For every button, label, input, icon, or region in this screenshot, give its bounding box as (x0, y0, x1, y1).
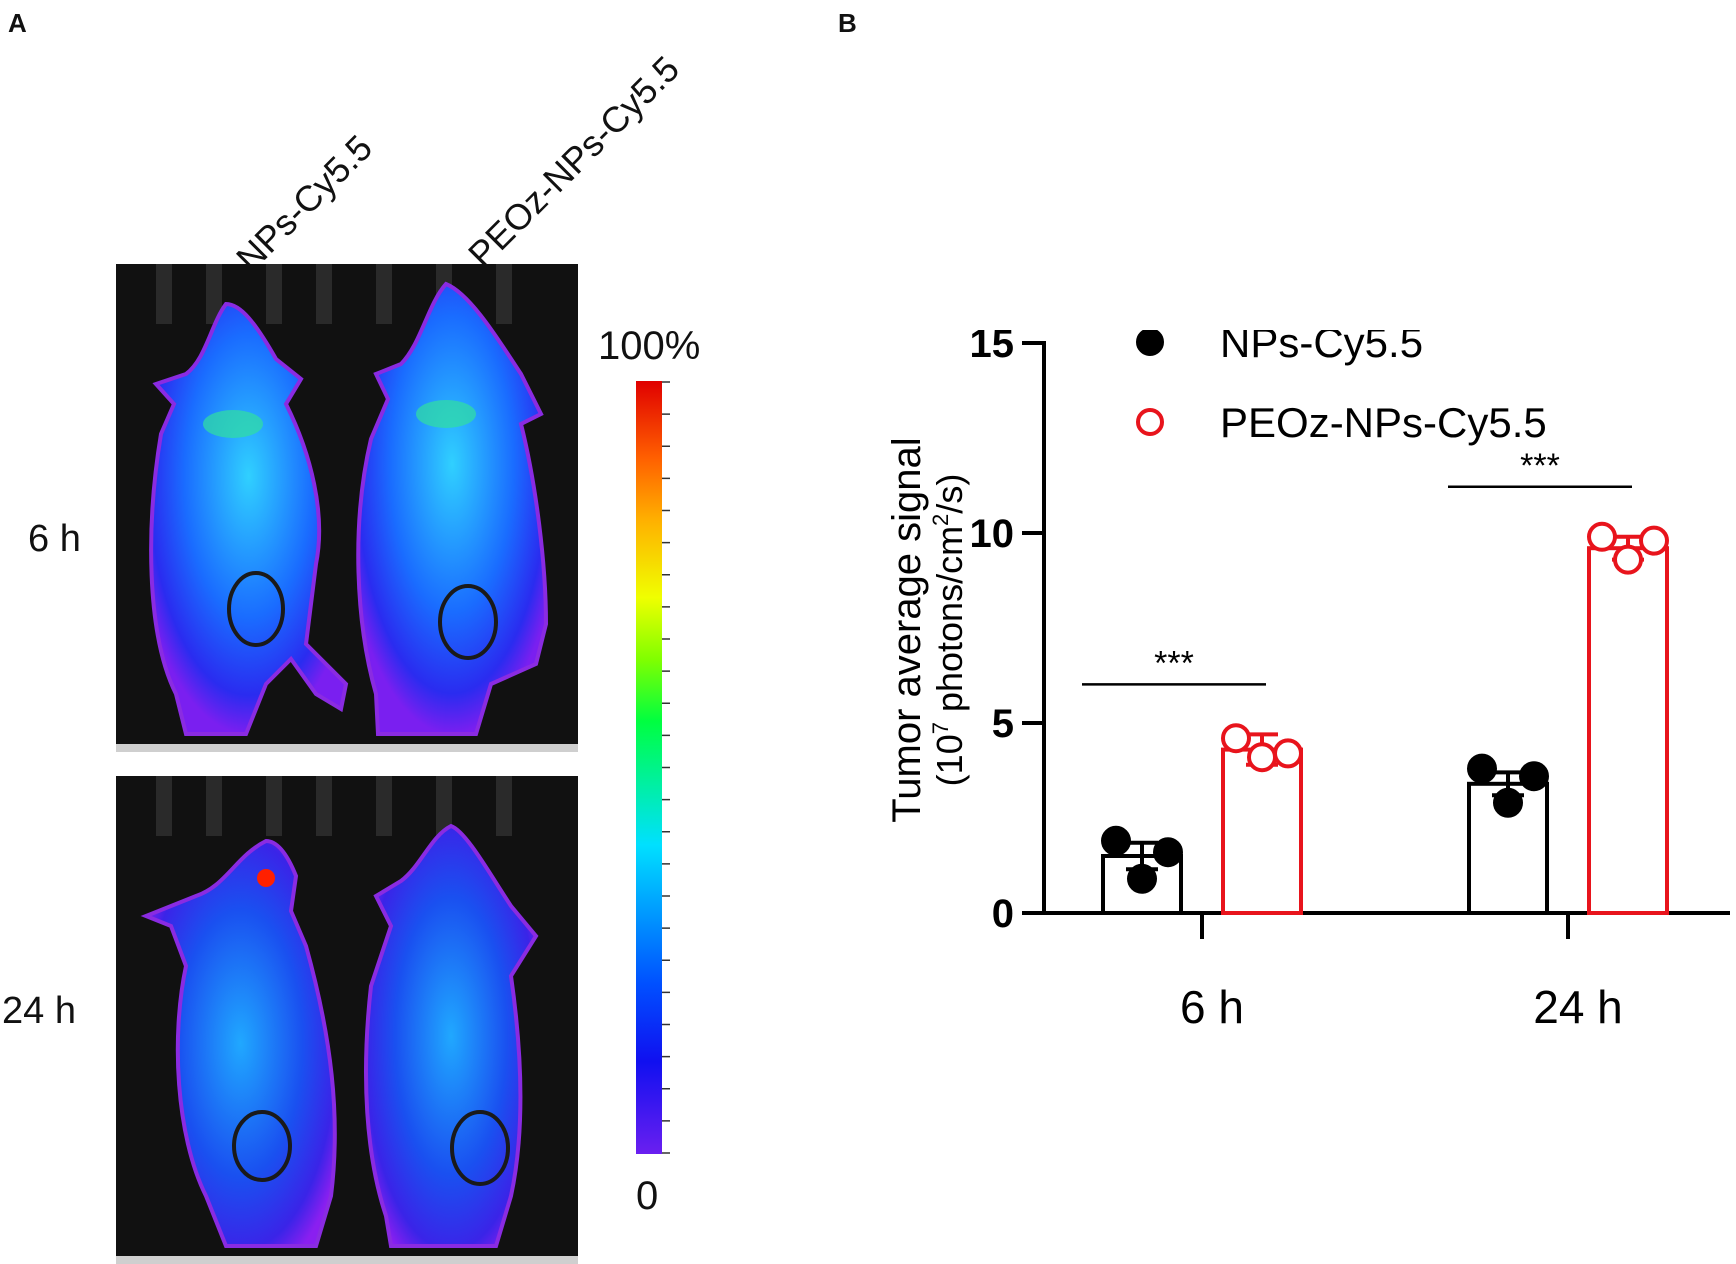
data-point (1221, 723, 1251, 754)
colorbar (636, 381, 662, 1154)
data-point (1519, 761, 1549, 792)
legend-label: PEOz-NPs-Cy5.5 (1220, 399, 1547, 446)
data-point (1127, 863, 1157, 894)
data-point (1101, 825, 1131, 856)
bar-chart: 0 5 10 15 6 h 24 h Tumor average signal (107 ph… (885, 330, 1730, 1033)
column-label-peoz-nps: PEOz-NPs-Cy5.5 (460, 47, 688, 275)
signal-hotspot (203, 410, 263, 438)
data-point (1153, 837, 1183, 868)
y-axis-label: Tumor average signal (885, 437, 929, 822)
row-label-24h: 24 h (2, 990, 76, 1032)
row-label-6h: 6 h (28, 518, 81, 560)
signal-hotspot (257, 869, 275, 887)
bar-1-1 (1587, 546, 1669, 915)
panel-a-label: A (8, 8, 27, 38)
data-point (1639, 525, 1669, 556)
mouse-right-24h (364, 823, 539, 1248)
data-point (1273, 738, 1303, 769)
x-tick-label: 6 h (1180, 981, 1244, 1033)
data-point (1493, 787, 1523, 818)
bar-1-0 (1221, 747, 1303, 915)
column-label-nps: NPs-Cy5.5 (228, 126, 381, 279)
y-axis-label-units: (107 photons/cm2/s) (928, 474, 970, 787)
data-point (1613, 544, 1643, 575)
holder-bars (156, 776, 512, 836)
mouse-right-6h (356, 281, 549, 736)
legend-marker (1136, 330, 1164, 356)
y-tick-label: 0 (992, 892, 1014, 936)
data-point (1467, 753, 1497, 784)
colorbar-ticks (662, 381, 670, 1154)
panel-b-label: B (838, 8, 857, 38)
tumor-roi-peoz-24h (450, 1110, 510, 1186)
y-tick-label: 10 (970, 512, 1015, 556)
significance-label: *** (1520, 447, 1560, 485)
y-tick-label: 15 (970, 330, 1015, 366)
fluorescence-image-24h (116, 776, 578, 1264)
data-point (1587, 521, 1617, 552)
significance-label: *** (1154, 644, 1194, 682)
legend-label: NPs-Cy5.5 (1220, 330, 1423, 366)
legend-marker (1136, 408, 1164, 436)
signal-hotspot (416, 400, 476, 428)
tumor-roi-peoz-6h (438, 584, 498, 660)
mouse-left-24h (140, 838, 337, 1248)
y-tick-label: 5 (992, 702, 1014, 746)
tumor-roi-nps-24h (232, 1110, 292, 1182)
x-tick-label: 24 h (1533, 981, 1623, 1033)
fluorescence-image-6h (116, 264, 578, 752)
mouse-left-6h (149, 301, 349, 736)
colorbar-min-label: 0 (636, 1174, 659, 1218)
tumor-roi-nps-6h (227, 571, 285, 647)
data-point (1247, 742, 1277, 773)
colorbar-max-label: 100% (598, 324, 701, 368)
